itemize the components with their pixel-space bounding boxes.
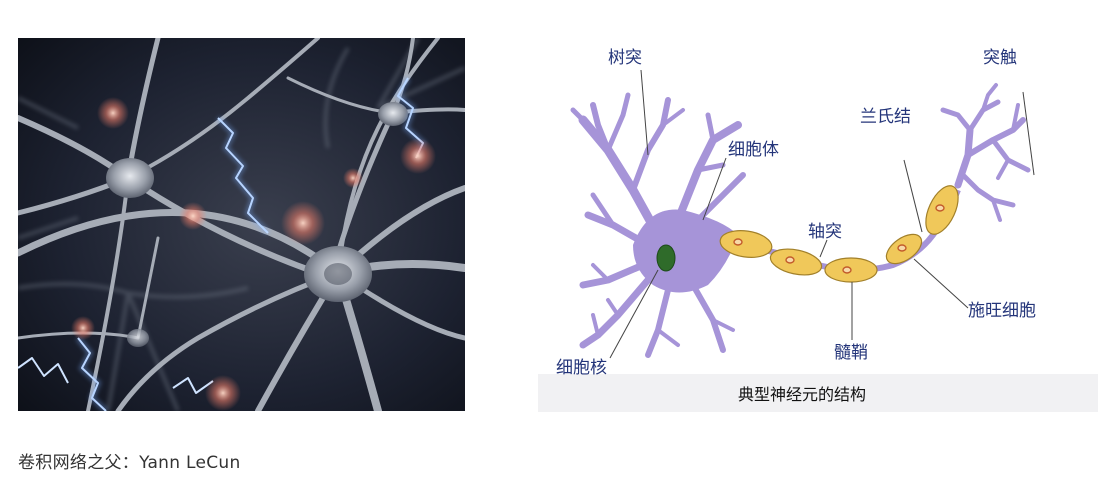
diagram-title: 典型神经元的结构 bbox=[738, 385, 866, 404]
label-axon: 轴突 bbox=[808, 222, 842, 242]
schwann-nuclei bbox=[733, 204, 945, 274]
label-myelin: 髓鞘 bbox=[834, 343, 868, 363]
label-leader-lines bbox=[609, 69, 1035, 359]
caption-band bbox=[538, 374, 1098, 412]
label-node-of-ranvier: 兰氏结 bbox=[860, 107, 911, 127]
label-schwann-cell: 施旺细胞 bbox=[968, 301, 1036, 321]
neuron-structure-diagram: 树突 细胞体 轴突 细胞核 髓鞘 兰氏结 施旺细胞 突触 典型神经元的结构 bbox=[538, 48, 1098, 412]
label-dendrite: 树突 bbox=[608, 48, 642, 68]
cell-body bbox=[633, 209, 738, 293]
dendrite-tree bbox=[570, 92, 746, 358]
label-nucleus: 细胞核 bbox=[556, 358, 607, 378]
nucleus bbox=[656, 244, 676, 272]
footer-caption: 卷积网络之父：Yann LeCun bbox=[18, 453, 241, 473]
axon-terminal bbox=[940, 83, 1031, 222]
neuron-network-photo bbox=[18, 38, 465, 411]
label-synapse: 突触 bbox=[983, 48, 1017, 68]
label-soma: 细胞体 bbox=[728, 140, 779, 160]
